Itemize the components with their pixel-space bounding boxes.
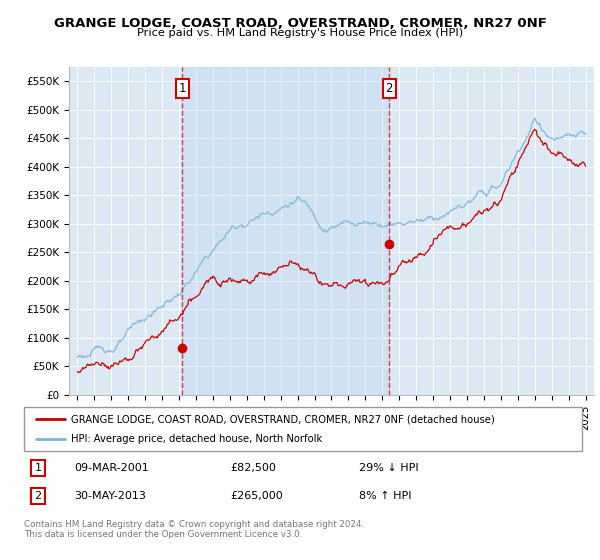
Text: 2: 2 <box>385 82 393 95</box>
Text: GRANGE LODGE, COAST ROAD, OVERSTRAND, CROMER, NR27 0NF (detached house): GRANGE LODGE, COAST ROAD, OVERSTRAND, CR… <box>71 414 495 424</box>
Text: Price paid vs. HM Land Registry's House Price Index (HPI): Price paid vs. HM Land Registry's House … <box>137 28 463 38</box>
Text: 30-MAY-2013: 30-MAY-2013 <box>74 491 146 501</box>
Text: 1: 1 <box>179 82 186 95</box>
Text: GRANGE LODGE, COAST ROAD, OVERSTRAND, CROMER, NR27 0NF: GRANGE LODGE, COAST ROAD, OVERSTRAND, CR… <box>53 17 547 30</box>
Text: £82,500: £82,500 <box>230 463 277 473</box>
Text: 2: 2 <box>34 491 41 501</box>
Text: 09-MAR-2001: 09-MAR-2001 <box>74 463 149 473</box>
Bar <box>182 67 389 395</box>
Text: £265,000: £265,000 <box>230 491 283 501</box>
Text: 29% ↓ HPI: 29% ↓ HPI <box>359 463 418 473</box>
FancyBboxPatch shape <box>24 407 582 451</box>
Text: Contains HM Land Registry data © Crown copyright and database right 2024.
This d: Contains HM Land Registry data © Crown c… <box>24 520 364 539</box>
Text: 1: 1 <box>34 463 41 473</box>
Text: HPI: Average price, detached house, North Norfolk: HPI: Average price, detached house, Nort… <box>71 433 323 444</box>
Text: 8% ↑ HPI: 8% ↑ HPI <box>359 491 412 501</box>
